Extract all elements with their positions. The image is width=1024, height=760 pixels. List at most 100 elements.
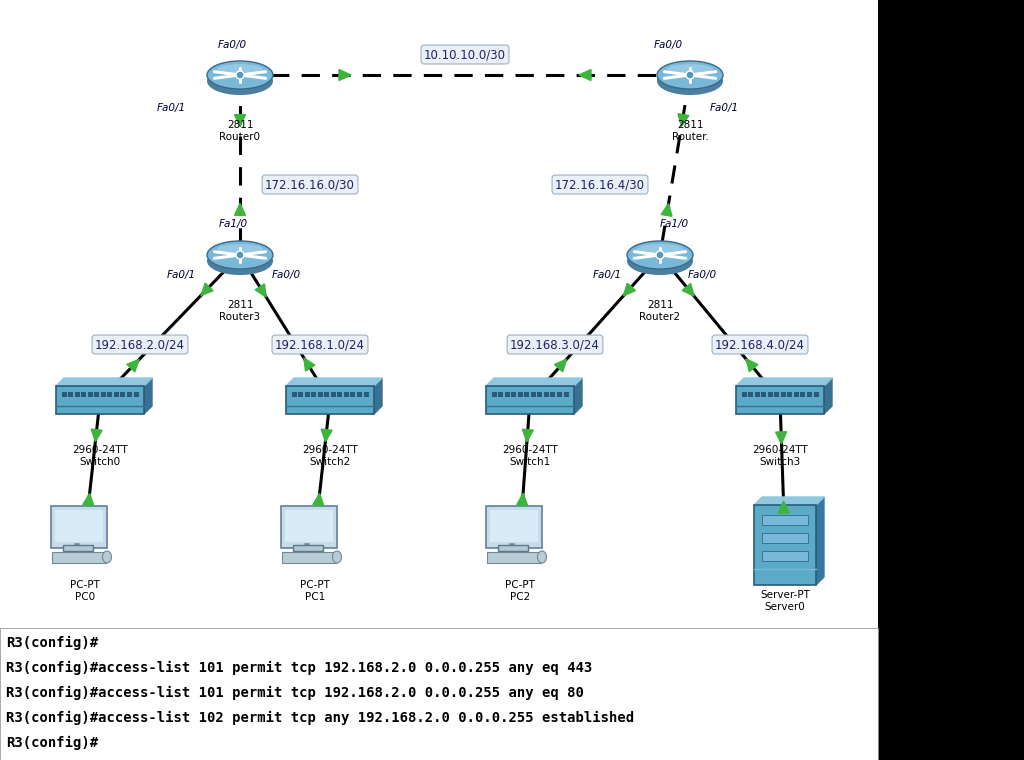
FancyBboxPatch shape (88, 392, 93, 397)
Text: R3(config)#access-list 101 permit tcp 192.168.2.0 0.0.0.255 any eq 80: R3(config)#access-list 101 permit tcp 19… (6, 686, 584, 700)
Polygon shape (624, 283, 636, 296)
Polygon shape (736, 378, 831, 386)
FancyBboxPatch shape (490, 510, 538, 542)
FancyBboxPatch shape (486, 386, 574, 414)
Polygon shape (682, 283, 694, 296)
Polygon shape (304, 358, 314, 371)
Polygon shape (579, 69, 591, 81)
FancyBboxPatch shape (563, 392, 568, 397)
Polygon shape (522, 429, 534, 442)
Text: R3(config)#: R3(config)# (6, 636, 98, 650)
Polygon shape (754, 497, 824, 505)
FancyBboxPatch shape (63, 545, 93, 551)
FancyBboxPatch shape (281, 506, 337, 548)
Circle shape (236, 251, 244, 259)
Text: Fa0/1: Fa0/1 (710, 103, 739, 113)
FancyBboxPatch shape (878, 0, 1024, 760)
Ellipse shape (207, 67, 273, 95)
Ellipse shape (627, 247, 693, 275)
Polygon shape (286, 378, 382, 386)
Ellipse shape (333, 551, 341, 563)
FancyBboxPatch shape (551, 392, 555, 397)
FancyBboxPatch shape (755, 392, 760, 397)
FancyBboxPatch shape (492, 392, 497, 397)
Text: 2960-24TT
Switch2: 2960-24TT Switch2 (302, 445, 357, 467)
Ellipse shape (667, 64, 713, 74)
FancyBboxPatch shape (350, 392, 355, 397)
FancyBboxPatch shape (121, 392, 125, 397)
Polygon shape (91, 429, 102, 442)
Polygon shape (778, 501, 790, 513)
FancyBboxPatch shape (754, 505, 816, 585)
Text: 192.168.2.0/24: 192.168.2.0/24 (95, 338, 185, 351)
Polygon shape (255, 284, 266, 297)
FancyBboxPatch shape (55, 510, 103, 542)
FancyBboxPatch shape (518, 392, 522, 397)
FancyBboxPatch shape (749, 392, 753, 397)
FancyBboxPatch shape (311, 392, 316, 397)
FancyBboxPatch shape (52, 552, 106, 563)
Polygon shape (775, 432, 786, 444)
FancyBboxPatch shape (498, 545, 528, 551)
FancyBboxPatch shape (487, 552, 541, 563)
Polygon shape (144, 378, 152, 414)
Text: Fa0/1: Fa0/1 (593, 270, 622, 280)
FancyBboxPatch shape (801, 392, 806, 397)
FancyBboxPatch shape (524, 392, 529, 397)
Polygon shape (322, 429, 332, 442)
FancyBboxPatch shape (100, 392, 105, 397)
FancyBboxPatch shape (317, 392, 323, 397)
Text: 2960-24TT
Switch1: 2960-24TT Switch1 (502, 445, 558, 467)
Polygon shape (339, 69, 351, 81)
Text: 172.16.16.4/30: 172.16.16.4/30 (555, 178, 645, 191)
Text: Fa1/0: Fa1/0 (660, 219, 689, 229)
FancyBboxPatch shape (787, 392, 793, 397)
FancyBboxPatch shape (56, 386, 144, 414)
Text: R3(config)#access-list 102 permit tcp any 192.168.2.0 0.0.0.255 established: R3(config)#access-list 102 permit tcp an… (6, 711, 634, 725)
Polygon shape (234, 115, 246, 127)
FancyBboxPatch shape (298, 392, 303, 397)
Polygon shape (127, 359, 139, 372)
Ellipse shape (538, 551, 547, 563)
Ellipse shape (657, 61, 723, 89)
Circle shape (656, 251, 664, 259)
FancyBboxPatch shape (127, 392, 132, 397)
Text: Fa0/0: Fa0/0 (217, 40, 247, 50)
Polygon shape (555, 359, 566, 372)
FancyBboxPatch shape (762, 533, 808, 543)
FancyBboxPatch shape (108, 392, 113, 397)
FancyBboxPatch shape (813, 392, 818, 397)
Text: 2811
Router0: 2811 Router0 (219, 120, 260, 141)
Polygon shape (816, 497, 824, 585)
FancyBboxPatch shape (68, 392, 73, 397)
Ellipse shape (207, 241, 273, 269)
FancyBboxPatch shape (94, 392, 99, 397)
Polygon shape (313, 493, 324, 506)
Polygon shape (662, 204, 672, 217)
Text: PC-PT
PC1: PC-PT PC1 (300, 580, 330, 602)
Text: Fa0/0: Fa0/0 (272, 270, 301, 280)
Circle shape (686, 71, 694, 79)
Polygon shape (234, 204, 246, 215)
FancyBboxPatch shape (794, 392, 799, 397)
FancyBboxPatch shape (337, 392, 342, 397)
Text: Server-PT
Server0: Server-PT Server0 (760, 590, 810, 612)
FancyBboxPatch shape (768, 392, 773, 397)
FancyBboxPatch shape (762, 515, 808, 525)
FancyBboxPatch shape (505, 392, 510, 397)
FancyBboxPatch shape (344, 392, 349, 397)
FancyBboxPatch shape (286, 386, 374, 414)
Ellipse shape (217, 64, 263, 74)
Ellipse shape (207, 61, 273, 89)
Text: 2811
Router.: 2811 Router. (672, 120, 709, 141)
FancyBboxPatch shape (114, 392, 119, 397)
Ellipse shape (207, 247, 273, 275)
Text: 2811
Router3: 2811 Router3 (219, 300, 260, 321)
Text: Fa0/0: Fa0/0 (653, 40, 683, 50)
Text: PC-PT
PC0: PC-PT PC0 (70, 580, 100, 602)
Ellipse shape (637, 244, 683, 254)
FancyBboxPatch shape (61, 392, 67, 397)
Polygon shape (517, 493, 527, 505)
Polygon shape (486, 378, 582, 386)
Text: Fa0/1: Fa0/1 (167, 270, 196, 280)
